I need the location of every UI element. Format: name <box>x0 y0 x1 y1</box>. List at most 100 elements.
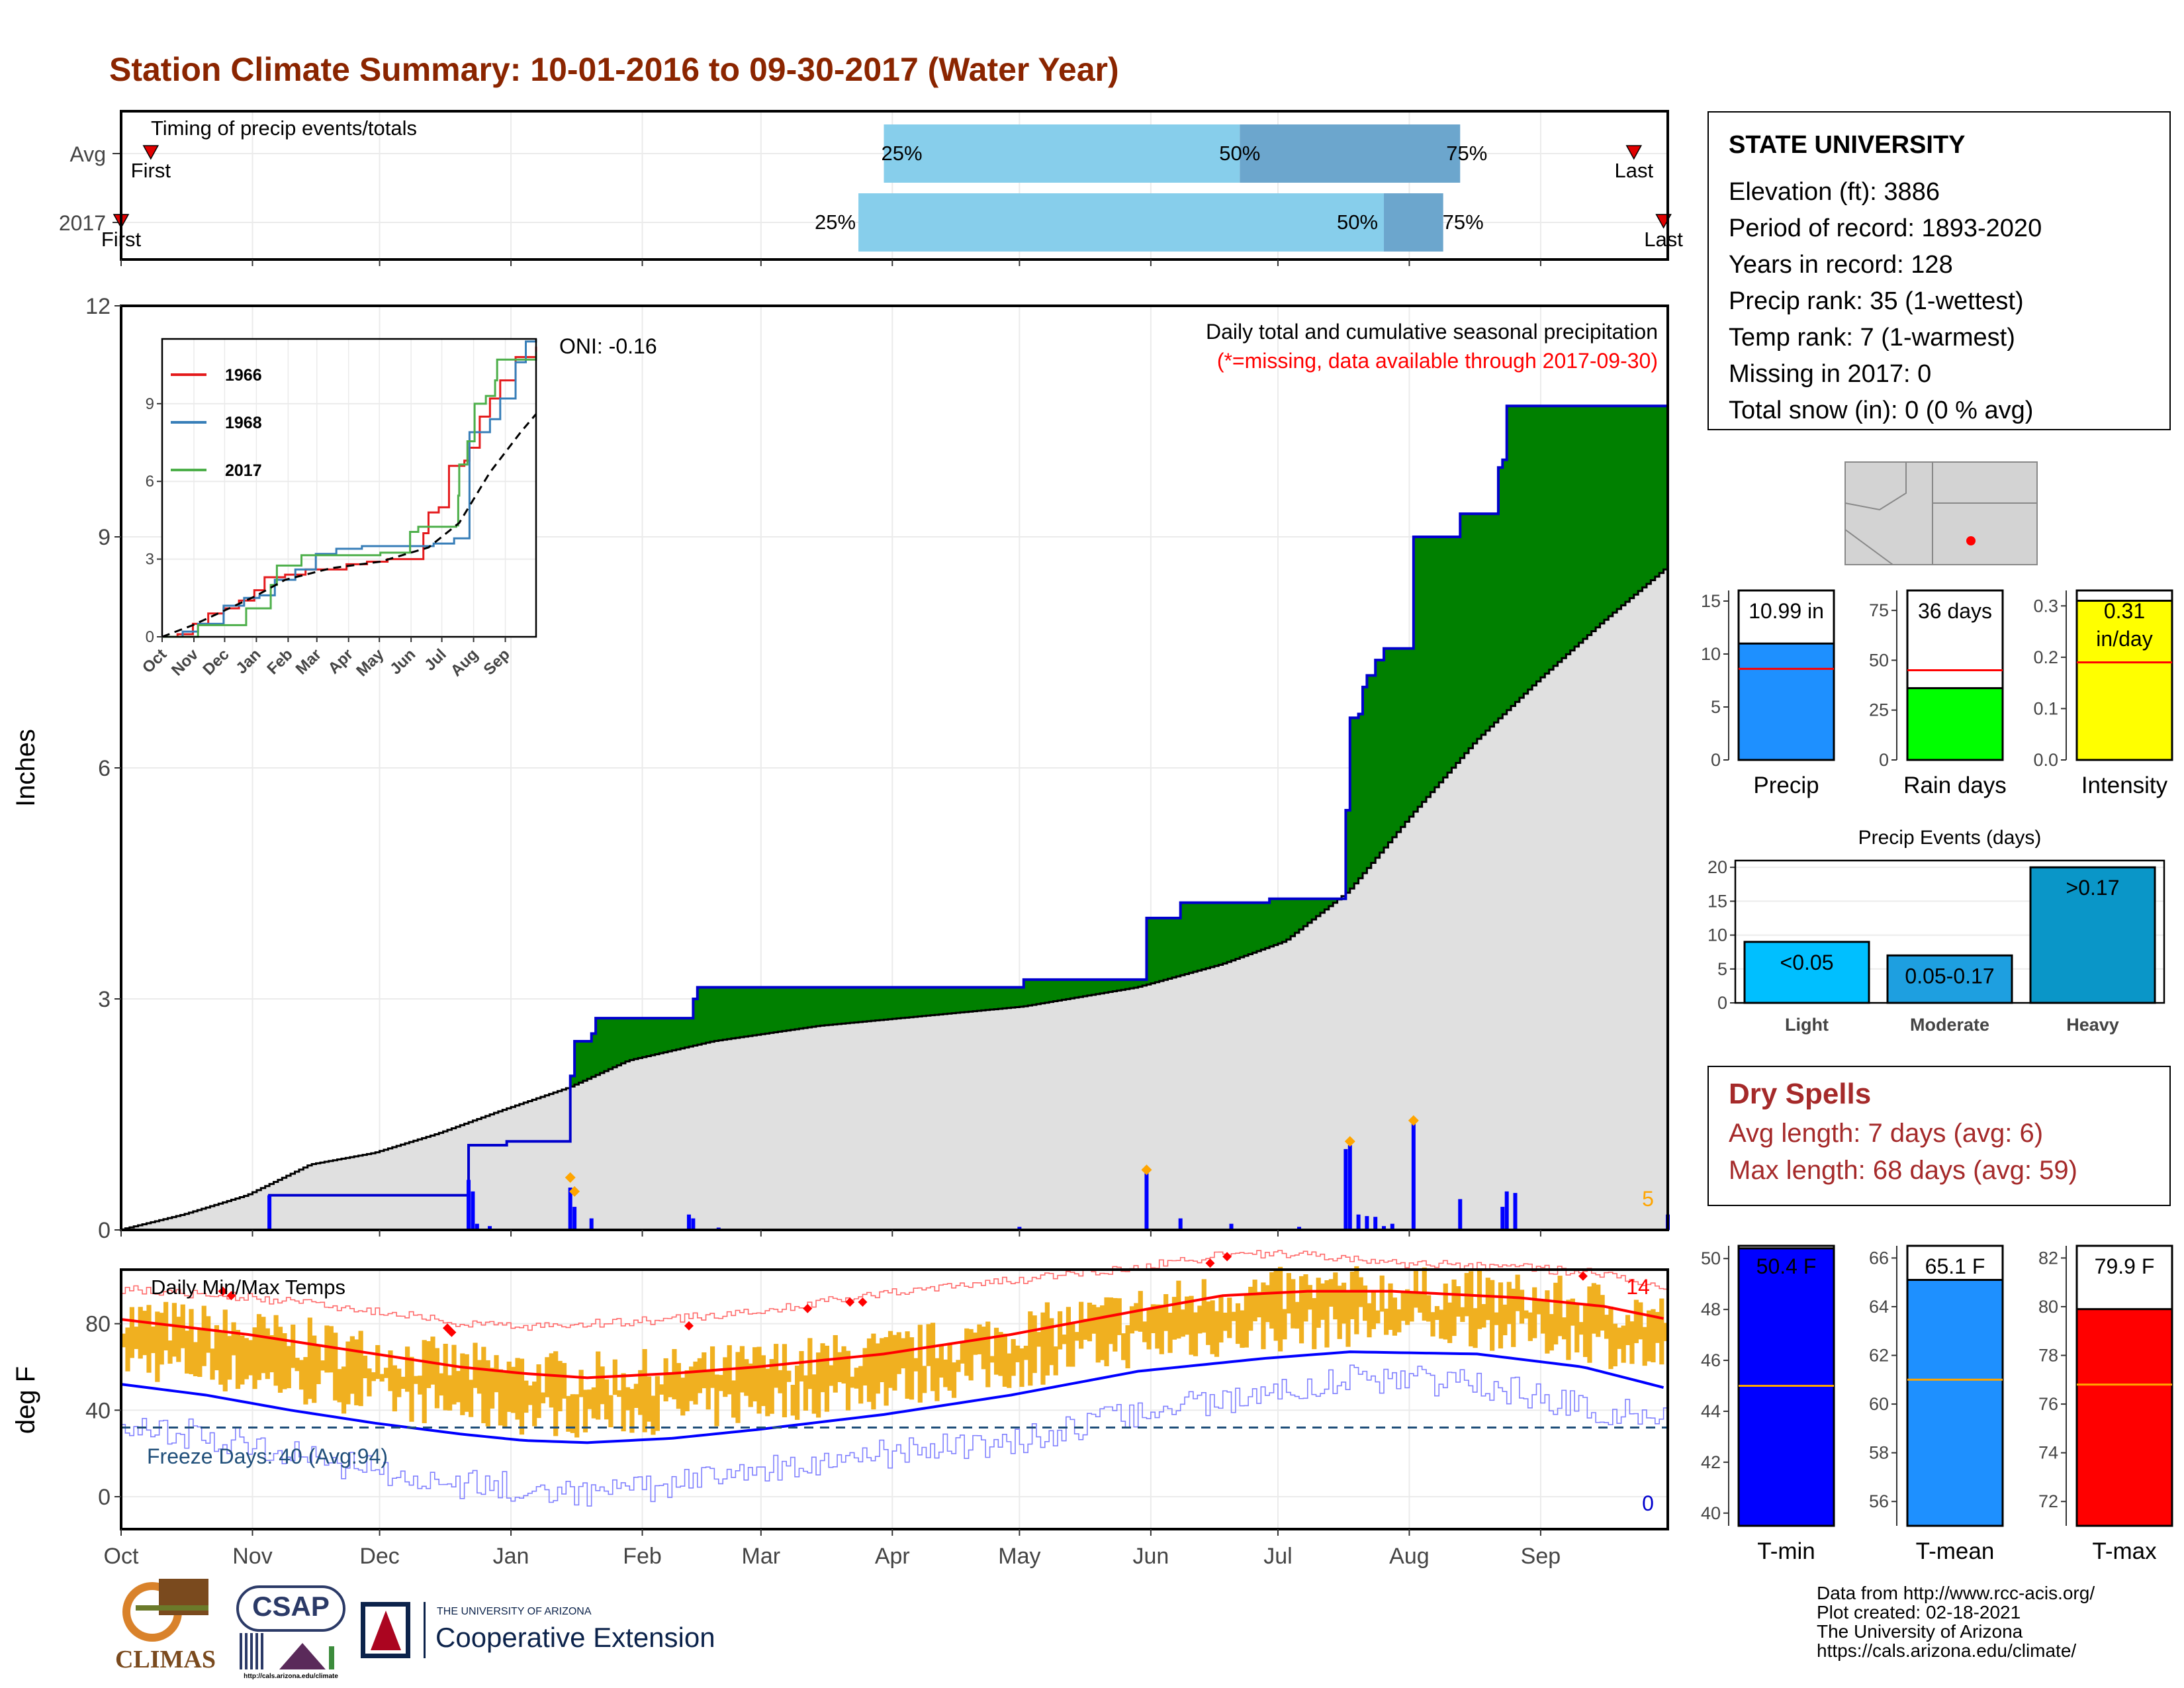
daily-temp-bar <box>1651 1309 1656 1363</box>
daily-temp-bar <box>917 1325 923 1403</box>
daily-temp-bar <box>625 1387 631 1411</box>
small-chart-y-tick-label: 25 <box>1869 700 1889 720</box>
ua-a-mark <box>361 1602 410 1658</box>
climas-logo: CLIMAS <box>109 1579 222 1681</box>
daily-temp-bar <box>1074 1332 1079 1341</box>
csap-logo-text: CSAP <box>252 1591 330 1622</box>
daily-temp-bar <box>748 1363 753 1407</box>
daily-temp-bar <box>553 1351 559 1436</box>
main-missing-note: (*=missing, data available through 2017-… <box>1217 349 1658 373</box>
timing-first-marker <box>142 145 159 160</box>
daily-temp-bar <box>1227 1297 1232 1338</box>
daily-temp-bar <box>1405 1289 1410 1325</box>
station-location-marker <box>1966 536 1976 545</box>
daily-temp-bar <box>1201 1279 1206 1333</box>
ua-logo-small-text: THE UNIVERSITY OF ARIZONA <box>437 1606 592 1617</box>
daily-temp-bar <box>269 1335 275 1373</box>
small-chart-y-tick-label: 15 <box>1701 591 1721 611</box>
daily-temp-bar <box>1150 1304 1156 1333</box>
daily-temp-bar <box>502 1371 508 1427</box>
daily-temp-bar <box>667 1374 673 1397</box>
cumulative-precip-line <box>121 383 1669 1231</box>
daily-temp-bar <box>1087 1302 1093 1342</box>
daily-temp-bar <box>629 1389 635 1433</box>
daily-temp-bar <box>1447 1302 1453 1343</box>
daily-temp-bar <box>469 1380 474 1417</box>
daily-temp-bar <box>1129 1306 1135 1334</box>
timing-bar-25-50 <box>858 193 1385 252</box>
daily-temp-bar <box>1587 1286 1592 1363</box>
daily-temp-bar <box>570 1394 575 1433</box>
inset-series-line-average <box>161 413 537 638</box>
inset-legend-label-2017: 2017 <box>225 461 262 480</box>
daily-precip-bar <box>1178 1218 1183 1230</box>
timing-first-label: First <box>131 159 171 182</box>
daily-temp-bar <box>159 1313 164 1365</box>
daily-temp-bar <box>286 1346 291 1389</box>
small-chart-value-T-mean: 65.1 F <box>1925 1254 1985 1278</box>
daily-temp-bar <box>1388 1283 1393 1330</box>
station-precip-rank: Precip rank: 35 (1-wettest) <box>1729 287 2024 315</box>
daily-temp-bar <box>129 1307 135 1358</box>
daily-temp-bar <box>1125 1325 1130 1369</box>
daily-temp-bar <box>1345 1291 1351 1347</box>
daily-temp-bar <box>765 1368 770 1417</box>
daily-temp-bar <box>1384 1308 1389 1335</box>
daily-temp-bar <box>146 1305 152 1373</box>
month-label-Apr: Apr <box>875 1544 910 1569</box>
daily-temp-bar <box>1604 1315 1610 1339</box>
daily-temp-bar <box>231 1322 236 1356</box>
daily-temp-bar <box>396 1368 402 1397</box>
daily-temp-bar <box>782 1344 788 1418</box>
daily-temp-bar <box>1307 1285 1312 1310</box>
daily-temp-bar <box>680 1378 686 1416</box>
daily-temp-bar <box>298 1360 304 1390</box>
timing-p75-label: 75% <box>1443 211 1484 234</box>
daily-temp-bar <box>862 1348 868 1386</box>
daily-precip-bar <box>1500 1207 1505 1230</box>
daily-temp-bar <box>506 1361 512 1412</box>
small-chart-y-tick-label: 82 <box>2038 1248 2058 1268</box>
month-label-Feb: Feb <box>623 1544 662 1569</box>
daily-temp-bar <box>1659 1298 1664 1365</box>
daily-temp-bar <box>193 1342 199 1377</box>
daily-temp-bar <box>833 1335 838 1393</box>
daily-precip-bar <box>1411 1123 1416 1230</box>
daily-precip-marker <box>565 1172 576 1183</box>
daily-temp-bar <box>206 1316 211 1353</box>
daily-temp-bar <box>138 1307 143 1359</box>
daily-temp-bar <box>358 1331 363 1407</box>
daily-temp-bar <box>1100 1305 1105 1360</box>
timing-p25-label: 25% <box>815 211 856 234</box>
daily-temp-bar <box>485 1360 490 1427</box>
daily-temp-bar <box>642 1349 647 1432</box>
daily-temp-bar <box>1511 1288 1516 1347</box>
daily-temp-bar <box>1159 1304 1164 1354</box>
daily-temp-bar <box>1582 1305 1588 1357</box>
daily-temp-bar <box>1469 1271 1474 1346</box>
precip-events-y-tick-label: 20 <box>1707 857 1727 877</box>
small-chart-value-T-min: 50.4 F <box>1756 1254 1817 1278</box>
daily-temp-bar <box>1485 1278 1490 1321</box>
daily-temp-bar <box>392 1365 397 1412</box>
daily-temp-bar <box>561 1363 567 1399</box>
daily-temp-bar <box>646 1376 652 1422</box>
month-label-Mar: Mar <box>742 1544 781 1569</box>
daily-precip-bar <box>1229 1223 1234 1230</box>
daily-temp-bar <box>582 1389 588 1432</box>
daily-temp-bar <box>731 1380 737 1418</box>
daily-temp-bar <box>705 1371 711 1410</box>
daily-temp-bar <box>1197 1305 1203 1334</box>
daily-temp-bar <box>1502 1304 1508 1336</box>
daily-temp-bar <box>498 1369 504 1426</box>
daily-temp-bar <box>1108 1297 1114 1344</box>
inset-y-tick-label: 9 <box>146 395 154 413</box>
daily-temp-bar <box>400 1376 406 1389</box>
daily-temp-bar <box>1392 1297 1398 1336</box>
small-chart-y-tick-label: 50 <box>1701 1248 1721 1268</box>
daily-temp-bar <box>1430 1312 1435 1336</box>
timing-last-label: Last <box>1644 228 1683 251</box>
daily-temp-bar <box>574 1394 580 1438</box>
daily-temp-bar <box>1295 1301 1300 1329</box>
daily-temp-bar <box>1418 1291 1423 1313</box>
